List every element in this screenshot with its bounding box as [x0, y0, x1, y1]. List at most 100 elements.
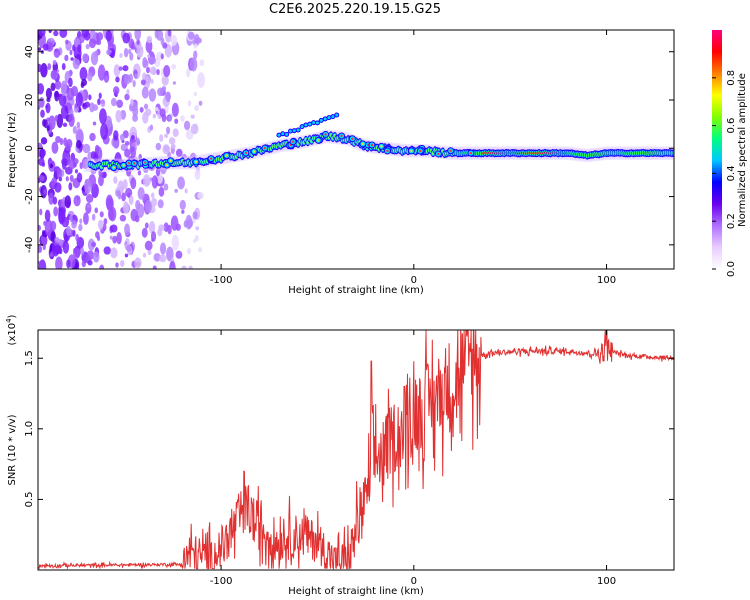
spectrogram-noise-speck	[119, 133, 125, 141]
spectrogram-x-tick-label: -100	[210, 275, 233, 286]
spectrogram-blob-core	[244, 151, 248, 155]
spectrogram-noise-speck	[53, 206, 59, 217]
spectrogram-noise-speck	[85, 43, 90, 50]
spectrogram-noise-speck	[192, 211, 198, 220]
spectrogram-noise-speck	[50, 69, 57, 80]
spectrogram-noise-speck	[172, 128, 179, 137]
spectrogram-noise-speck	[38, 63, 42, 73]
spectrogram-noise-speck	[148, 220, 156, 234]
spectrogram-noise-speck	[79, 162, 84, 170]
spectrogram-noise-speck	[40, 109, 45, 118]
spectrogram-noise-speck	[75, 53, 81, 60]
spectrogram-noise-speck	[198, 100, 203, 106]
spectrogram-noise-speck	[197, 192, 204, 200]
spectrogram-noise-speck	[194, 169, 201, 181]
spectrogram-x-tick-label: 0	[411, 275, 417, 286]
spectrogram-noise-speck	[127, 192, 131, 198]
colorbar-tick-label: 0.6	[726, 118, 737, 134]
spectrogram-noise-speck	[68, 182, 73, 191]
spectrogram-noise-speck	[49, 163, 54, 169]
spectrogram-noise-speck	[38, 105, 41, 110]
spectrogram-noise-speck	[73, 247, 81, 259]
spectrogram-noise-speck	[60, 80, 68, 94]
spectrogram-noise-speck	[123, 74, 131, 85]
spectrogram-noise-speck	[146, 35, 153, 44]
spectrogram-noise-speck	[80, 247, 85, 256]
spectrogram-noise-speck	[163, 183, 169, 191]
spectrogram-noise-speck	[158, 254, 167, 263]
spectrogram-noise-speck	[51, 240, 60, 257]
spectrogram-ridge-halo	[82, 158, 91, 173]
spectrogram-noise-speck	[100, 123, 108, 140]
spectrogram-noise-speck	[77, 44, 82, 53]
spectrogram-noise-speck	[170, 215, 179, 231]
spectrogram-noise-speck	[118, 66, 123, 71]
spectrogram-noise-speck	[83, 31, 91, 41]
spectrogram-noise-speck	[99, 264, 105, 269]
spectrogram-noise-speck	[75, 128, 84, 144]
snr-x-tick-label: 0	[411, 576, 417, 587]
spectrogram-blob-core	[194, 160, 198, 164]
spectrogram-noise-speck	[152, 113, 157, 119]
spectrogram-noise-speck	[126, 244, 132, 252]
spectrogram-noise-speck	[170, 34, 178, 47]
spectrogram-noise-speck	[63, 137, 68, 146]
spectrogram-noise-speck	[89, 132, 96, 142]
colorbar-label: Normalized spectral amplitude	[737, 73, 748, 227]
spectrogram-noise-speck	[103, 218, 108, 225]
spectrogram-noise-speck	[171, 143, 176, 150]
spectrogram-noise-speck	[73, 195, 81, 207]
spectrogram-noise-speck	[193, 50, 198, 60]
spectrogram-noise-speck	[120, 259, 125, 268]
spectrogram-noise-speck	[50, 82, 56, 92]
spectrogram-noise-speck	[70, 85, 79, 97]
spectrogram-noise-speck	[194, 104, 200, 112]
spectrogram-noise-speck	[122, 201, 129, 214]
snr-axes: -100 0 100 0.5 1.0 1.5	[24, 330, 674, 587]
spectrogram-noise-speck	[177, 176, 185, 190]
spectrogram-noise-speck	[78, 223, 83, 232]
spectrogram-noise-speck	[134, 73, 138, 80]
spectrogram-blob-core	[291, 140, 295, 143]
spectrogram-noise-speck	[193, 34, 200, 46]
spectrogram-noise-speck	[122, 32, 130, 44]
spectrogram-noise-speck	[150, 192, 155, 199]
snr-series	[38, 330, 674, 570]
spectrogram-noise-speck	[58, 207, 66, 223]
spectrogram-noise-speck	[119, 53, 123, 58]
spectrogram-noise-speck	[91, 241, 97, 248]
spectrogram-noise-speck	[175, 148, 183, 158]
spectrogram-blob-core	[437, 152, 440, 156]
spectrogram-harmonic-core	[323, 117, 327, 121]
spectrogram-noise-speck	[58, 93, 67, 107]
spectrogram-noise-speck	[49, 220, 57, 231]
spectrogram-noise-speck	[48, 253, 53, 257]
spectrogram-y-tick-label: 40	[24, 45, 35, 58]
spectrogram-blob-core	[419, 149, 422, 153]
spectrogram-noise-speck	[90, 51, 99, 66]
spectrogram-noise-speck	[54, 182, 62, 193]
spectrogram-noise-speck	[55, 256, 63, 269]
spectrogram-blob-core	[165, 163, 169, 167]
spectrogram-harmonic-core	[285, 132, 289, 136]
colorbar-tick-label: 0.8	[726, 70, 737, 86]
spectrogram-noise-speck	[195, 226, 200, 231]
spectrogram-noise-speck	[125, 140, 130, 146]
spectrogram-blob-core	[252, 150, 256, 153]
spectrogram-noise-speck	[193, 43, 198, 49]
spectrogram-noise-speck	[66, 259, 71, 269]
spectrogram-noise-speck	[38, 245, 43, 253]
spectrogram-noise-speck	[139, 106, 144, 113]
spectrogram-noise-speck	[135, 199, 141, 211]
spectrogram-noise-speck	[87, 204, 91, 208]
spectrogram-noise-speck	[46, 125, 50, 132]
spectrogram-noise-speck	[172, 81, 177, 85]
spectrogram-noise-speck	[55, 135, 61, 144]
spectrogram-noise-speck	[155, 142, 162, 151]
spectrogram-noise-speck	[142, 174, 151, 187]
spectrogram-noise-speck	[168, 137, 176, 145]
spectrogram-noise-speck	[181, 209, 185, 214]
spectrogram-noise-speck	[97, 219, 104, 230]
spectrogram-noise-speck	[65, 39, 69, 45]
snr-scale-label: (x104)	[5, 314, 18, 345]
